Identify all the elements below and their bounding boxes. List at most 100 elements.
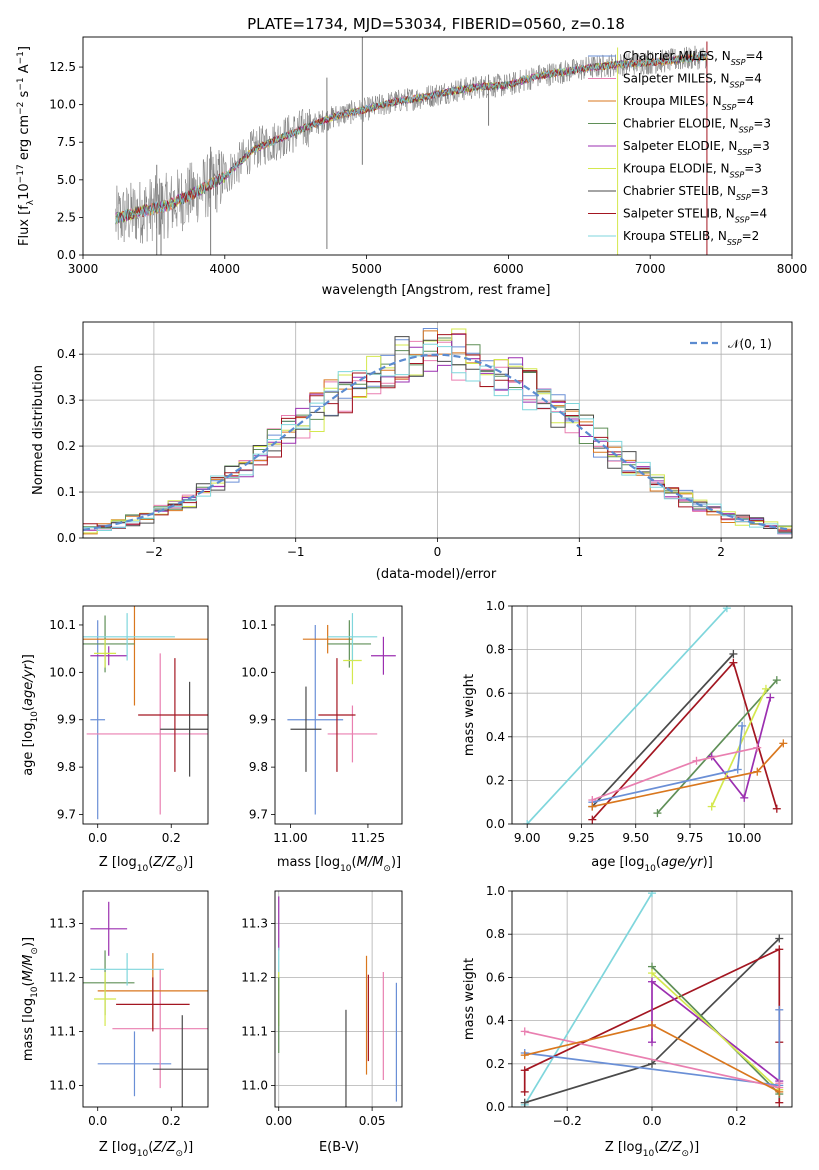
y-tick-label: 11.0 [49,1078,76,1092]
weight-line [711,697,772,800]
y-tick-label: 5.0 [57,173,76,187]
y-tick-label: 0.6 [486,686,505,700]
weight-series-salpeter_miles [520,1027,784,1092]
errorbar-kroupa_stelib [327,613,378,661]
x-tick-label: 4000 [210,262,241,276]
x-tick-label: 9.00 [514,831,541,845]
y-tick-label: 11.3 [241,916,268,930]
y-tick-label: 11.1 [241,1024,268,1038]
errorbar-salpeter_miles [112,969,208,1089]
mass-z-ylabel: mass [log10(M/M⊙)] [21,937,40,1061]
plot-area [83,328,792,536]
axes-age_vs_mass: 11.00 11.25 9.7 9.8 9.9 10.0 10.1 [241,605,403,845]
y-tick-label: 0.0 [57,248,76,262]
y-tick-label: 0.0 [486,1100,505,1114]
errorbar-kroupa_elodie [94,639,117,668]
axes-weight_vs_z: −0.2 0.0 0.2 0.0 0.2 0.4 0.6 0.8 1.0 [486,884,793,1128]
weight-line [656,679,778,814]
errorbar-salpeter_miles [327,705,378,763]
errorbar-salpeter_stelib [318,658,356,772]
y-tick-label: 11.2 [241,970,268,984]
x-tick-label: 0.05 [359,1114,386,1128]
y-tick-label: 12.5 [49,60,76,74]
axes-mass_vs_ebv: 0.00 0.05 11.0 11.1 11.2 11.3 [241,890,403,1128]
weight-series-salpeter_elodie [707,693,775,802]
y-tick-label: 10.0 [49,98,76,112]
errorbar-kroupa_stelib [90,953,164,986]
y-tick-label: 10.1 [49,618,76,632]
axes-frame [82,890,209,1108]
x-tick-label: 0.0 [642,1114,661,1128]
y-tick-label: 1.0 [486,884,505,898]
errorbar-chabrier_elodie [327,620,372,668]
model-line-salpeter_stelib [115,52,708,224]
axes-mass_vs_z: 0.0 0.2 11.0 11.1 11.2 11.3 [49,890,209,1128]
y-tick-label: 11.2 [49,970,76,984]
y-tick-label: 0.3 [57,393,76,407]
model-line-chabrier_elodie [115,53,708,224]
legend-label: Kroupa STELIB, NSSP=2 [623,229,759,247]
weight-line [591,653,735,808]
y-tick-label: 10.1 [241,618,268,632]
legend-label: Chabrier MILES, NSSP=4 [623,49,763,67]
model-line-kroupa_miles [115,53,708,224]
weight-series-salpeter_stelib [588,658,781,824]
y-tick-label: 0.4 [57,347,76,361]
normal-curve [83,353,792,531]
y-tick-label: 0.0 [486,817,505,831]
legend-label: Salpeter MILES, NSSP=4 [623,72,762,90]
x-tick-label: −1 [287,545,305,559]
legend-label: Salpeter STELIB, NSSP=4 [623,207,767,225]
x-tick-label: 0.0 [88,831,107,845]
plot-area [287,613,396,815]
y-tick-label: 2.5 [57,210,76,224]
y-tick-label: 1.0 [486,599,505,613]
x-tick-label: 9.25 [568,831,595,845]
mass-z-xlabel: Z [log10(Z/Z⊙)] [99,1140,193,1159]
x-tick-label: 1 [575,545,583,559]
x-tick-label: 6000 [493,262,524,276]
x-tick-label: −2 [145,545,163,559]
errorbar-chabrier_miles [287,624,344,815]
y-tick-label: 7.5 [57,135,76,149]
weight-age-ylabel: mass weight [462,674,477,756]
errorbar-chabrier_stelib [160,681,208,777]
legend-label: Kroupa ELODIE, NSSP=3 [623,162,762,180]
axes-age_vs_z: 0.0 0.2 9.7 9.8 9.9 10.0 10.1 [49,605,209,845]
axes-frame [511,890,793,1108]
weight-series-chabrier_miles [588,721,747,807]
spectrum-legend: Chabrier MILES, NSSP=4 Salpeter MILES, NS… [588,49,771,247]
y-tick-label: 0.8 [486,643,505,657]
x-tick-label: 10.00 [727,831,761,845]
x-tick-label: 9.75 [677,831,704,845]
y-tick-label: 9.7 [249,808,268,822]
axes-residuals: −2 −1 0 1 2 0.0 0.1 0.2 0.3 0.4 [57,321,793,559]
weight-series-kroupa_stelib [523,606,731,824]
spectrum-xlabel: wavelength [Angstrom, rest frame] [322,283,551,298]
x-tick-label: 2 [717,545,725,559]
x-tick-label: 7000 [635,262,666,276]
errorbar-salpeter_elodie [371,636,396,675]
x-tick-label: 0.00 [265,1114,292,1128]
y-tick-label: 11.3 [49,916,76,930]
x-tick-label: 8000 [777,262,808,276]
x-tick-label: 3000 [68,262,99,276]
weight-series-kroupa_miles [588,739,788,811]
model-line-kroupa_stelib [115,52,708,225]
errorbar-salpeter_stelib [138,658,208,772]
errorbar-chabrier_miles [90,620,106,820]
weight-series-kroupa_stelib [520,891,656,1107]
errorbar-kroupa_miles [83,606,208,706]
y-tick-label: 11.1 [49,1024,76,1038]
y-tick-label: 9.8 [249,760,268,774]
errorbar-kroupa_stelib [83,613,175,661]
plot-area [115,37,708,255]
legend-label: Kroupa MILES, NSSP=4 [623,94,754,112]
weight-line [526,607,728,824]
errorbar-chabrier_stelib [152,1015,208,1107]
axes-frame [274,605,403,825]
model-line-kroupa_elodie [115,53,708,224]
legend-label: Chabrier ELODIE, NSSP=3 [623,117,771,135]
plot-area [278,896,397,1107]
